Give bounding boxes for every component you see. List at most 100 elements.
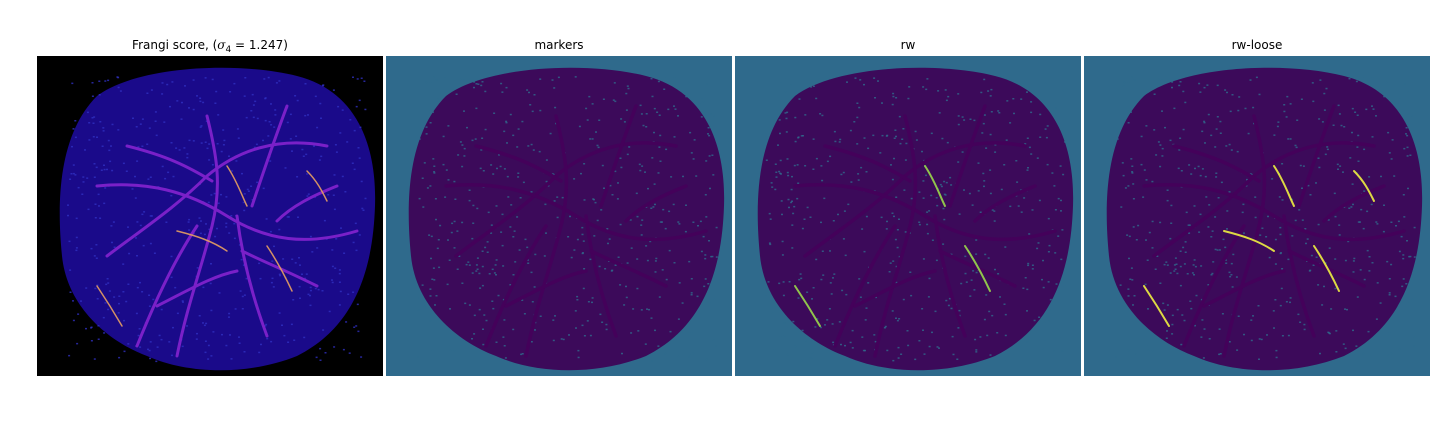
texture-dot xyxy=(425,81,428,84)
texture-dot xyxy=(348,352,351,354)
texture-dot xyxy=(139,346,142,348)
texture-dot xyxy=(589,138,592,140)
texture-dot xyxy=(1026,288,1029,291)
texture-dot xyxy=(220,193,222,196)
texture-dot xyxy=(714,345,717,347)
texture-dot xyxy=(113,246,116,248)
texture-dot xyxy=(491,300,494,302)
texture-dot xyxy=(944,89,947,91)
texture-dot xyxy=(957,123,960,126)
texture-dot xyxy=(502,265,505,267)
texture-dot xyxy=(1179,284,1182,287)
texture-dot xyxy=(495,274,497,276)
texture-dot xyxy=(891,103,894,106)
vessel-highlight xyxy=(1223,230,1275,252)
texture-dot xyxy=(889,262,892,264)
texture-dot xyxy=(1303,323,1306,326)
texture-dot xyxy=(1352,271,1355,273)
texture-dot xyxy=(1062,89,1065,92)
texture-dot xyxy=(790,201,793,204)
texture-dot xyxy=(306,173,309,175)
texture-dot xyxy=(1351,183,1354,185)
texture-dot xyxy=(815,258,818,261)
texture-dot xyxy=(1131,76,1134,78)
texture-dot xyxy=(1144,337,1146,339)
texture-dot xyxy=(1182,90,1185,93)
texture-dot xyxy=(321,84,324,87)
texture-dot xyxy=(873,77,876,79)
texture-dot xyxy=(355,249,358,252)
texture-dot xyxy=(222,129,225,131)
texture-dot xyxy=(1219,353,1222,355)
texture-dot xyxy=(228,155,230,157)
texture-dot xyxy=(524,238,527,241)
texture-dot xyxy=(92,136,95,138)
texture-dot xyxy=(1265,236,1268,238)
texture-dot xyxy=(596,144,599,147)
texture-dot xyxy=(488,273,491,275)
texture-dot xyxy=(820,165,823,167)
texture-dot xyxy=(507,196,510,198)
texture-dot xyxy=(891,212,894,214)
texture-dot xyxy=(492,307,495,310)
texture-dot xyxy=(1250,319,1253,321)
texture-dot xyxy=(1250,339,1253,342)
texture-dot xyxy=(286,121,289,124)
texture-dot xyxy=(149,242,152,245)
texture-dot xyxy=(1200,336,1203,338)
texture-dot xyxy=(814,326,817,328)
texture-dot xyxy=(1181,314,1184,316)
texture-dot xyxy=(1003,303,1006,305)
texture-dot xyxy=(636,258,639,260)
texture-dot xyxy=(797,182,800,184)
texture-dot xyxy=(639,169,642,172)
texture-dot xyxy=(484,128,487,131)
texture-dot xyxy=(1225,145,1228,147)
texture-dot xyxy=(1394,295,1397,298)
texture-dot xyxy=(1188,232,1191,234)
texture-dot xyxy=(856,143,859,145)
texture-dot xyxy=(69,178,72,180)
texture-dot xyxy=(313,145,315,147)
texture-dot xyxy=(892,359,895,362)
texture-dot xyxy=(642,124,645,127)
texture-dot xyxy=(192,140,195,142)
texture-dot xyxy=(657,172,660,174)
texture-dot xyxy=(655,257,658,260)
texture-dot xyxy=(1218,328,1221,330)
texture-dot xyxy=(1321,304,1324,306)
texture-dot xyxy=(979,336,982,338)
texture-dot xyxy=(1060,210,1062,212)
texture-dot xyxy=(881,102,883,104)
texture-dot xyxy=(957,161,960,163)
texture-dot xyxy=(1402,194,1405,196)
vessel-path xyxy=(444,183,708,242)
texture-dot xyxy=(269,230,272,233)
texture-dot xyxy=(1044,321,1047,323)
texture-dot xyxy=(1163,263,1166,266)
texture-dot xyxy=(989,169,992,171)
texture-dot xyxy=(338,304,341,306)
texture-dot xyxy=(1027,264,1030,267)
texture-dot xyxy=(1184,241,1187,243)
texture-dot xyxy=(1229,275,1232,278)
texture-dot xyxy=(1307,184,1310,187)
texture-dot xyxy=(218,292,221,294)
texture-dot xyxy=(897,346,900,349)
texture-dot xyxy=(812,168,815,170)
texture-dot xyxy=(127,226,129,228)
texture-dot xyxy=(1047,251,1050,253)
texture-dot xyxy=(1214,248,1217,251)
texture-dot xyxy=(636,215,639,218)
texture-dot xyxy=(314,95,317,98)
texture-dot xyxy=(1334,215,1337,218)
texture-dot xyxy=(661,221,663,223)
texture-dot xyxy=(645,126,648,128)
texture-dot xyxy=(1203,328,1206,330)
texture-dot xyxy=(844,344,846,347)
texture-dot xyxy=(989,192,992,195)
texture-dot xyxy=(1274,299,1277,301)
texture-dot xyxy=(1048,320,1051,322)
texture-dot xyxy=(136,221,139,223)
vessel-highlight xyxy=(924,165,946,207)
